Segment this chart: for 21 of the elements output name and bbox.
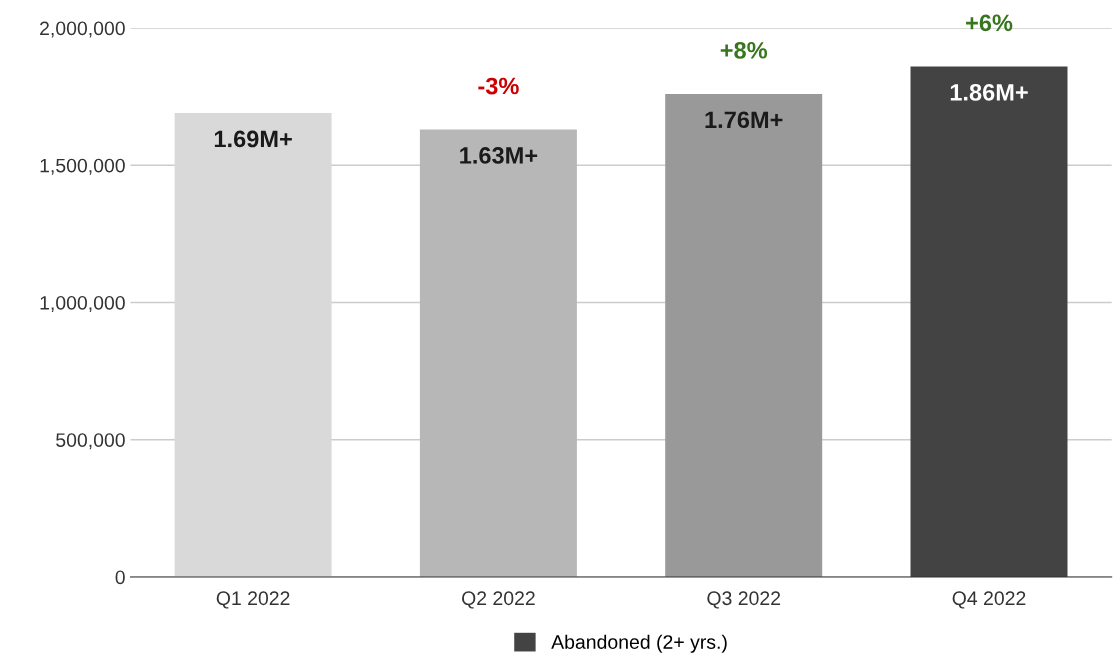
bar [665, 93, 823, 577]
bar [174, 113, 332, 577]
y-tick-label: 1,000,000 [40, 295, 125, 313]
data-label: 1.76M+ [705, 111, 783, 129]
x-tick-label: Q3 2022 [707, 591, 781, 609]
data-label: 1.86M+ [950, 83, 1028, 101]
data-label: 1.69M+ [214, 130, 292, 148]
annotation: -3% [478, 77, 519, 95]
bar [419, 129, 577, 577]
y-tick-label: 500,000 [56, 433, 125, 450]
legend-label: Abandoned (2+ yrs.) [551, 634, 727, 653]
bar [910, 66, 1068, 577]
y-tick-label: 1,500,000 [40, 158, 125, 175]
x-tick-label: Q2 2022 [462, 591, 535, 609]
annotation: +8% [720, 41, 768, 59]
y-tick-label: 0 [115, 570, 125, 585]
annotation: +6% [966, 14, 1013, 32]
y-tick-label: 2,000,000 [40, 21, 125, 38]
x-tick-label: Q4 2022 [952, 591, 1026, 609]
x-tick-label: Q1 2022 [216, 591, 290, 609]
data-label: 1.63M+ [460, 147, 538, 164]
